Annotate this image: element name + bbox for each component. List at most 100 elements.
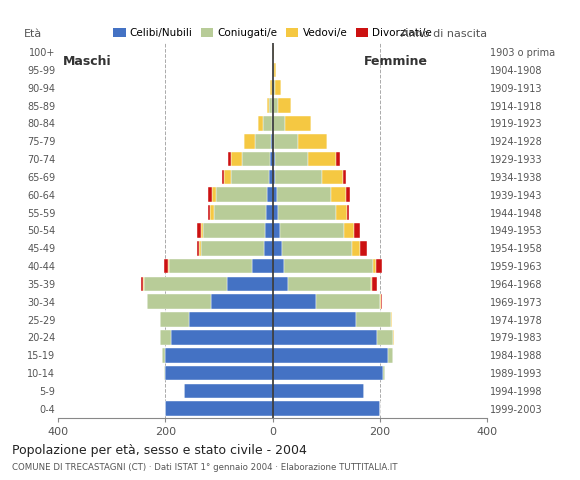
Bar <box>282 241 352 255</box>
Bar <box>224 169 231 184</box>
Bar <box>255 134 271 149</box>
Bar <box>263 116 271 131</box>
Bar <box>165 348 273 362</box>
Bar <box>273 116 285 131</box>
Bar <box>352 241 360 255</box>
Bar <box>373 259 376 274</box>
Bar <box>160 330 171 345</box>
Bar <box>270 152 273 167</box>
Bar <box>285 116 311 131</box>
Bar <box>376 259 382 274</box>
Bar <box>213 205 266 220</box>
Bar <box>273 134 274 149</box>
Bar <box>197 223 201 238</box>
Bar <box>274 134 298 149</box>
Bar <box>162 348 165 362</box>
Bar <box>273 384 364 398</box>
Text: Femmine: Femmine <box>364 55 428 68</box>
Bar <box>190 312 273 327</box>
Bar <box>228 152 231 167</box>
Bar <box>273 294 316 309</box>
Bar <box>276 169 322 184</box>
Bar <box>204 223 265 238</box>
Bar <box>273 169 275 184</box>
Bar <box>343 169 346 184</box>
Bar <box>278 98 291 113</box>
Bar <box>273 152 275 167</box>
Bar <box>273 205 278 220</box>
Bar <box>288 276 371 291</box>
Bar <box>354 223 360 238</box>
Bar <box>273 330 377 345</box>
Bar <box>356 312 391 327</box>
Bar <box>269 98 272 113</box>
Bar <box>211 205 213 220</box>
Bar <box>273 276 288 291</box>
Bar <box>271 134 273 149</box>
Bar <box>216 187 267 202</box>
Bar <box>208 187 212 202</box>
Bar <box>258 116 263 131</box>
Text: Popolazione per età, sesso e stato civile - 2004: Popolazione per età, sesso e stato civil… <box>12 444 306 457</box>
Bar <box>274 62 276 77</box>
Bar <box>280 223 345 238</box>
Bar <box>271 116 273 131</box>
Bar <box>273 241 282 255</box>
Bar <box>164 259 168 274</box>
Bar <box>165 401 273 416</box>
Bar <box>244 134 255 149</box>
Bar <box>231 152 242 167</box>
Bar <box>267 98 269 113</box>
Bar <box>211 294 273 309</box>
Bar <box>273 81 275 95</box>
Bar <box>345 223 354 238</box>
Bar <box>267 187 273 202</box>
Bar <box>140 276 143 291</box>
Bar <box>273 187 277 202</box>
Bar <box>266 205 273 220</box>
Bar <box>273 62 274 77</box>
Bar <box>271 81 273 95</box>
Bar <box>316 294 380 309</box>
Bar <box>298 134 327 149</box>
Bar <box>360 241 367 255</box>
Bar <box>171 330 273 345</box>
Bar <box>275 81 281 95</box>
Bar <box>165 366 273 380</box>
Bar <box>347 205 349 220</box>
Bar <box>336 152 340 167</box>
Bar <box>391 312 392 327</box>
Bar <box>270 81 271 95</box>
Bar <box>273 348 388 362</box>
Bar <box>273 45 274 60</box>
Bar <box>383 366 385 380</box>
Bar <box>144 276 227 291</box>
Bar <box>322 169 343 184</box>
Text: Anno di nascita: Anno di nascita <box>401 29 487 39</box>
Bar <box>346 187 350 202</box>
Bar <box>273 401 380 416</box>
Bar <box>380 294 381 309</box>
Bar <box>199 241 201 255</box>
Bar <box>308 152 336 167</box>
Bar <box>388 348 393 362</box>
Bar <box>284 259 373 274</box>
Bar <box>197 241 199 255</box>
Bar <box>231 169 269 184</box>
Bar <box>273 366 383 380</box>
Bar <box>273 223 280 238</box>
Bar <box>184 384 273 398</box>
Bar <box>201 241 264 255</box>
Bar <box>208 205 211 220</box>
Bar <box>147 294 211 309</box>
Bar <box>278 205 336 220</box>
Bar <box>336 205 347 220</box>
Bar <box>222 169 224 184</box>
Bar <box>277 187 331 202</box>
Bar <box>372 276 376 291</box>
Bar <box>381 294 382 309</box>
Bar <box>269 169 273 184</box>
Bar <box>331 187 346 202</box>
Text: COMUNE DI TRECASTAGNI (CT) · Dati ISTAT 1° gennaio 2004 · Elaborazione TUTTITALI: COMUNE DI TRECASTAGNI (CT) · Dati ISTAT … <box>12 463 397 472</box>
Bar <box>264 241 273 255</box>
